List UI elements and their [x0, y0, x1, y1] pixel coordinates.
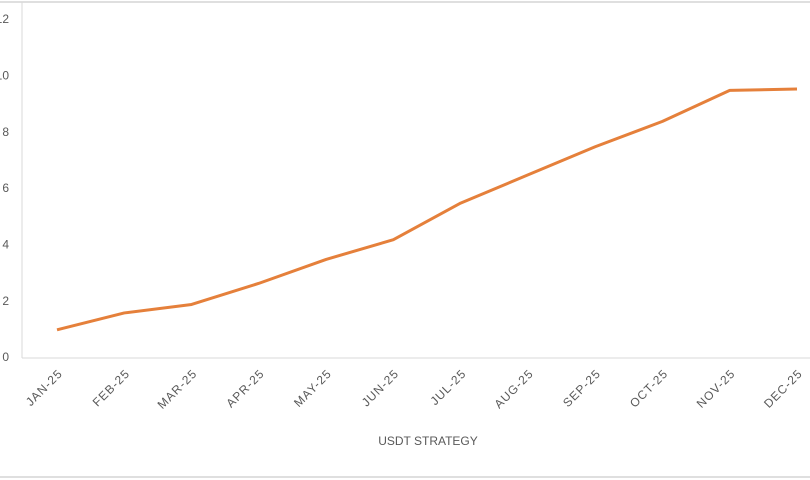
y-tick-label: 2 [2, 294, 9, 308]
y-tick-label: 4 [2, 238, 9, 252]
chart-title: USDT STRATEGY [378, 434, 478, 448]
y-tick-label: 0 [2, 350, 9, 364]
y-tick-label: 10 [0, 69, 9, 83]
y-tick-label: 6 [2, 181, 9, 195]
y-tick-label: 12 [0, 12, 9, 26]
data-line [56, 87, 798, 332]
y-tick-label: 8 [2, 125, 9, 139]
